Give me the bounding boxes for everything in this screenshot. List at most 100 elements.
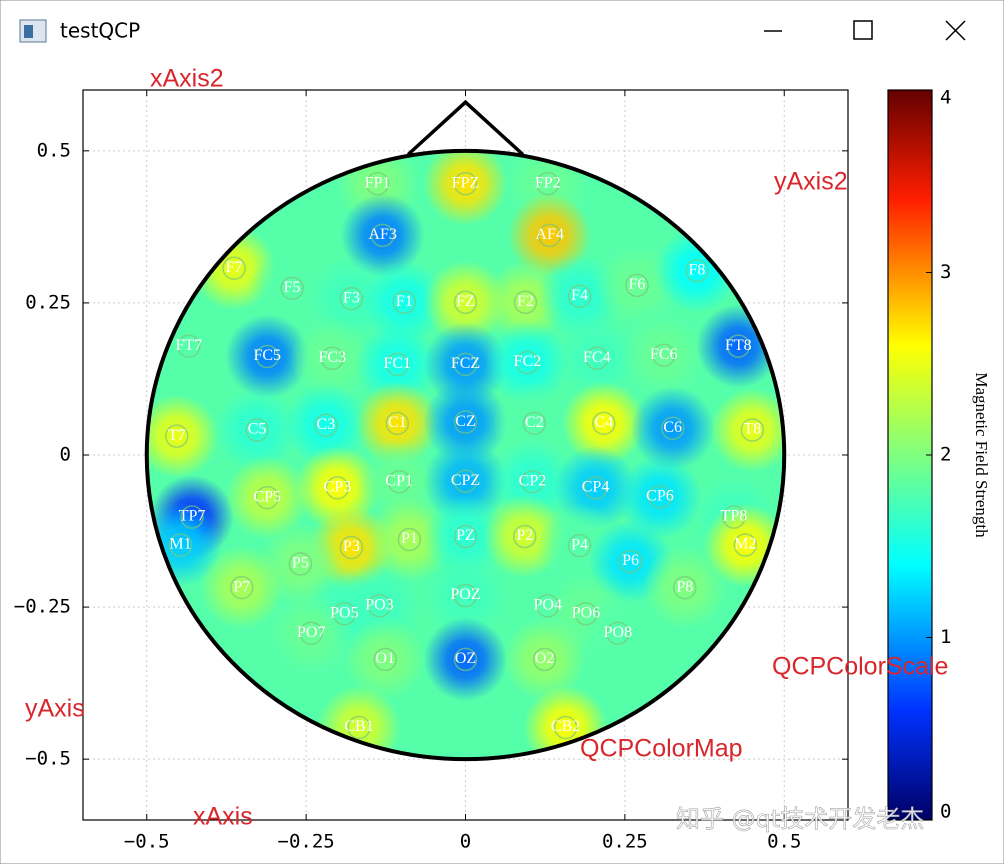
electrode-label: P1: [401, 530, 418, 547]
electrode-ring: [168, 533, 193, 557]
electrode-label: F2: [517, 293, 534, 310]
electrode-label: F7: [226, 259, 243, 276]
electrode-ring: [652, 343, 676, 367]
electrode-blob: [423, 150, 508, 226]
electrode-label: PO8: [604, 624, 632, 641]
electrode-ring: [397, 527, 422, 552]
electrode-label: M1: [169, 536, 191, 553]
annotation: QCPColorMap: [580, 735, 743, 763]
electrode-blob: [485, 320, 570, 405]
electrode-ring: [280, 276, 304, 301]
annotation: QCPColorScale: [772, 653, 948, 681]
electrode-label: FT7: [175, 337, 202, 354]
electrode-ring: [535, 594, 560, 618]
electrode-label: F6: [629, 276, 646, 293]
x-tick-label: −0.25: [278, 831, 335, 853]
app-icon-detail: [24, 25, 33, 38]
electrode-ring: [392, 290, 417, 315]
electrode-ring: [365, 171, 390, 196]
electrode-blob: [554, 316, 639, 401]
electrode-ring: [222, 256, 246, 280]
watermark: 知乎 @qt技术开发老杰: [676, 805, 924, 833]
electrode-ring: [180, 505, 204, 529]
x-tick-label: 0.5: [767, 831, 801, 853]
electrode-ring: [164, 424, 189, 448]
electrode-label: PO5: [330, 604, 358, 621]
maximize-button[interactable]: [853, 20, 873, 40]
electrode-ring: [740, 418, 765, 442]
electrode-label: PO3: [365, 597, 393, 614]
electrode-label: CB1: [344, 718, 373, 735]
electrode-label: C5: [248, 421, 267, 438]
electrode-ring: [177, 334, 201, 358]
electrode-ring: [385, 411, 410, 436]
electrode-label: POZ: [450, 586, 480, 603]
electrode-label: F3: [343, 289, 360, 306]
electrode-ring: [685, 258, 709, 283]
electrode-blob: [642, 545, 727, 630]
electrode-label: CZ: [455, 413, 475, 430]
electrode-ring: [522, 411, 547, 436]
electrode-ring: [320, 346, 345, 371]
electrode-label: CPZ: [451, 472, 480, 489]
electrode-label: PO6: [572, 604, 600, 621]
electrode-ring: [453, 410, 478, 434]
electrode-label: M2: [734, 536, 756, 553]
head-outline: [144, 148, 787, 762]
electrode-label: P5: [292, 555, 309, 572]
electrode-ring: [592, 411, 616, 436]
electrode-label: F1: [396, 293, 413, 310]
electrode-ring: [245, 418, 269, 442]
electrode-ring: [585, 346, 609, 371]
electrode-label: CP4: [582, 479, 610, 496]
electrode-label: P8: [676, 578, 693, 595]
electrode-blob: [502, 617, 587, 702]
electrode-label: PO4: [534, 597, 562, 614]
electrode-label: FC1: [383, 355, 411, 372]
electrode-blob: [710, 388, 785, 473]
electrode-blob: [290, 316, 375, 401]
electrode-ring: [453, 171, 478, 196]
electrode-ring: [453, 583, 478, 608]
electrode-ring: [385, 352, 410, 377]
electrode-blob: [269, 591, 354, 676]
electrode-label: AF3: [368, 226, 396, 243]
x-tick-label: −0.5: [124, 831, 170, 853]
close-button[interactable]: [945, 20, 966, 41]
scale-tick-label: 2: [940, 444, 951, 466]
electrode-label: C2: [525, 414, 544, 431]
electrode-label: O1: [375, 650, 395, 667]
electrode-ring: [535, 171, 560, 196]
electrode-blob: [343, 617, 428, 702]
electrode-ring: [453, 524, 478, 549]
electrode-label: C4: [595, 414, 614, 431]
electrode-label: CP2: [519, 472, 547, 489]
y-tick-label: −0.5: [25, 748, 71, 770]
electrode-blob: [146, 394, 219, 479]
electrode-ring: [347, 715, 371, 740]
electrode-ring: [453, 647, 478, 672]
electrode-ring: [453, 352, 478, 377]
scale-tick-label: 4: [940, 87, 951, 109]
electrode-ring: [453, 469, 478, 493]
x-tick-label: 0.25: [602, 831, 648, 853]
electrode-label: FP2: [535, 174, 561, 191]
annotation: xAxis2: [150, 65, 224, 93]
electrode-label: FC4: [583, 349, 611, 366]
electrode-blob: [423, 322, 508, 407]
electrode-ring: [574, 602, 598, 626]
electrode-blob: [621, 313, 706, 398]
electrode-blob: [630, 386, 715, 471]
electrode-label: T8: [743, 421, 761, 438]
nose: [406, 99, 525, 156]
electrode-ring: [625, 273, 649, 298]
electrode-label: F5: [284, 279, 301, 296]
x-tick-label: 0: [460, 831, 471, 853]
electrode-ring: [339, 535, 364, 560]
electrode-ring: [332, 602, 357, 626]
y-tick-label: −0.25: [14, 596, 71, 618]
electrode-blob: [561, 381, 646, 466]
electrode-ring: [567, 284, 592, 308]
electrode-blob: [617, 454, 702, 539]
electrode-ring: [255, 485, 279, 510]
